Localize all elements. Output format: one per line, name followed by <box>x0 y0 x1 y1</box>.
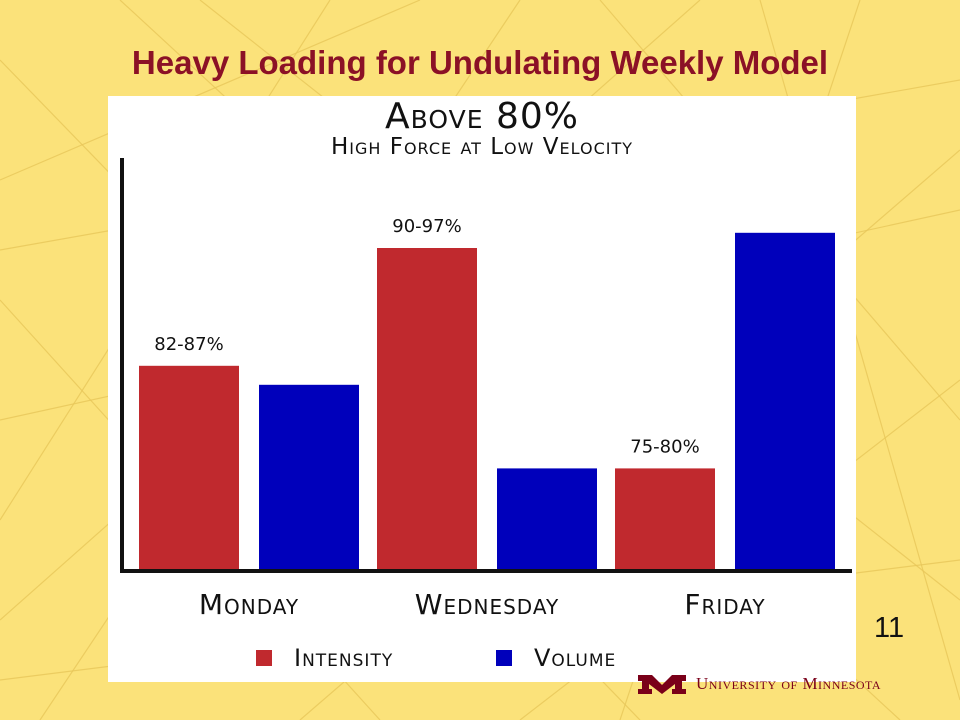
chart-panel: Above 80% High Force at Low Velocity 82-… <box>108 96 856 682</box>
bar-intensity-friday <box>615 468 715 571</box>
legend-label-intensity: Intensity <box>294 644 394 672</box>
legend-item-volume: Volume <box>496 644 616 672</box>
data-label: 90-97% <box>392 216 461 237</box>
data-label: 75-80% <box>630 436 699 457</box>
legend-label-volume: Volume <box>534 644 617 672</box>
category-label: Monday <box>199 588 299 621</box>
legend-swatch-intensity <box>256 650 272 666</box>
bar-chart: 82-87% Monday 90-97% Wednesday 75-80% Friday <box>120 158 852 621</box>
legend-swatch-volume <box>496 650 512 666</box>
university-name: University of Minnesota <box>696 674 882 693</box>
background-line <box>0 0 421 181</box>
category-label: Friday <box>684 588 765 621</box>
bar-volume-monday <box>259 384 359 571</box>
chart-subtitle: High Force at Low Velocity <box>330 134 634 160</box>
bar-intensity-monday <box>139 365 239 571</box>
data-label: 82-87% <box>154 334 223 355</box>
chart-legend: Intensity Volume <box>108 644 856 672</box>
page-number: 11 <box>874 612 905 644</box>
legend-item-intensity: Intensity <box>256 644 393 672</box>
slide-title: Heavy Loading for Undulating Weekly Mode… <box>131 44 829 81</box>
bar-intensity-wednesday <box>377 248 477 571</box>
chart-title: Above 80% <box>385 96 579 137</box>
category-label: Wednesday <box>415 588 559 621</box>
bar-volume-friday <box>735 232 835 572</box>
university-logo: University of Minnesota <box>636 670 881 698</box>
bar-volume-wednesday <box>497 468 597 571</box>
block-m-icon <box>638 675 686 694</box>
